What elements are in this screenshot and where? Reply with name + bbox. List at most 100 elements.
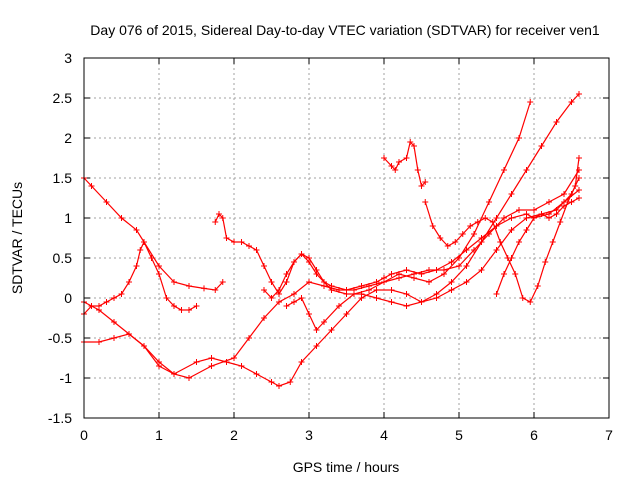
data-point [212, 287, 219, 293]
data-point [557, 219, 564, 225]
data-point [381, 155, 387, 161]
data-point [212, 219, 219, 225]
y-axis-label: SDTVAR / TECUs [9, 182, 25, 294]
data-point [171, 371, 177, 377]
data-point [283, 271, 290, 277]
data-point [163, 295, 170, 301]
data-point [561, 191, 567, 197]
data-point [268, 295, 275, 301]
data-point [553, 119, 560, 125]
data-point [96, 339, 102, 345]
data-point [392, 167, 399, 173]
data-point [546, 215, 552, 221]
y-tick-label: 1 [64, 210, 72, 226]
series-track-j [493, 195, 582, 297]
data-point [388, 299, 395, 305]
x-axis-label: GPS time / hours [293, 459, 400, 475]
y-tick-label: -0.5 [48, 330, 72, 346]
data-point [283, 279, 290, 285]
series-track-e [212, 187, 582, 297]
data-point [358, 283, 365, 289]
y-tick-label: 1.5 [53, 170, 73, 186]
data-point [471, 231, 477, 237]
data-point [459, 231, 466, 237]
data-point [126, 279, 132, 285]
data-point [516, 207, 522, 213]
series-track-a [81, 175, 226, 293]
data-point [576, 187, 582, 193]
data-point [328, 327, 335, 333]
data-point [448, 287, 455, 293]
data-point [508, 227, 515, 233]
data-point [433, 267, 440, 273]
data-point [546, 199, 552, 205]
data-point [381, 279, 387, 285]
data-point [111, 295, 117, 301]
axis-ticks [83, 57, 610, 419]
data-point [463, 279, 470, 285]
data-point [373, 295, 380, 301]
data-point [403, 155, 410, 161]
y-tick-labels: -1.5 -1 -0.5 0 0.5 1 1.5 2 2.5 3 [48, 50, 72, 426]
data-point [276, 383, 282, 389]
data-point [508, 215, 515, 221]
data-point [219, 215, 226, 221]
data-point [298, 295, 305, 301]
series-track-g [283, 99, 534, 333]
series-line [495, 197, 580, 295]
data-series [81, 91, 582, 389]
data-point [283, 303, 290, 309]
data-point [501, 167, 507, 173]
data-point [576, 175, 582, 181]
data-point [343, 311, 350, 317]
data-point [448, 279, 455, 285]
y-tick-label: 0 [64, 290, 72, 306]
data-point [268, 379, 275, 385]
data-point [486, 199, 492, 205]
x-tick-label: 5 [455, 427, 463, 443]
data-point [103, 199, 110, 205]
data-point [411, 275, 417, 281]
data-point [328, 287, 335, 293]
series-track-c [81, 175, 582, 389]
data-point [516, 135, 522, 141]
data-point [572, 183, 579, 189]
data-point [193, 359, 200, 365]
data-point [291, 291, 297, 297]
data-point [418, 271, 425, 277]
data-point [463, 263, 470, 269]
data-point [133, 227, 140, 233]
data-point [186, 307, 192, 313]
data-point [538, 143, 545, 149]
data-point [246, 335, 252, 341]
data-point [418, 299, 425, 305]
y-tick-label: -1.5 [48, 410, 72, 426]
data-point [448, 259, 455, 265]
data-point [516, 239, 522, 245]
data-point [373, 287, 380, 293]
data-point [411, 143, 417, 149]
data-point [156, 271, 162, 277]
data-point [216, 211, 222, 217]
data-point [276, 287, 282, 293]
data-point [111, 319, 117, 325]
data-point [456, 263, 462, 269]
data-point [261, 315, 267, 321]
data-point [422, 199, 429, 205]
data-point [497, 239, 504, 245]
data-point [489, 219, 496, 225]
data-point [156, 359, 162, 365]
data-point [407, 139, 414, 145]
data-point [291, 259, 297, 265]
data-point [467, 223, 474, 229]
data-point [148, 255, 155, 261]
data-point [508, 191, 515, 197]
series-line [84, 177, 580, 387]
data-point [178, 307, 185, 313]
data-point [531, 207, 537, 213]
data-point [231, 355, 237, 361]
data-point [268, 279, 275, 285]
data-point [111, 335, 117, 341]
data-point [343, 291, 350, 297]
data-point [418, 183, 425, 189]
